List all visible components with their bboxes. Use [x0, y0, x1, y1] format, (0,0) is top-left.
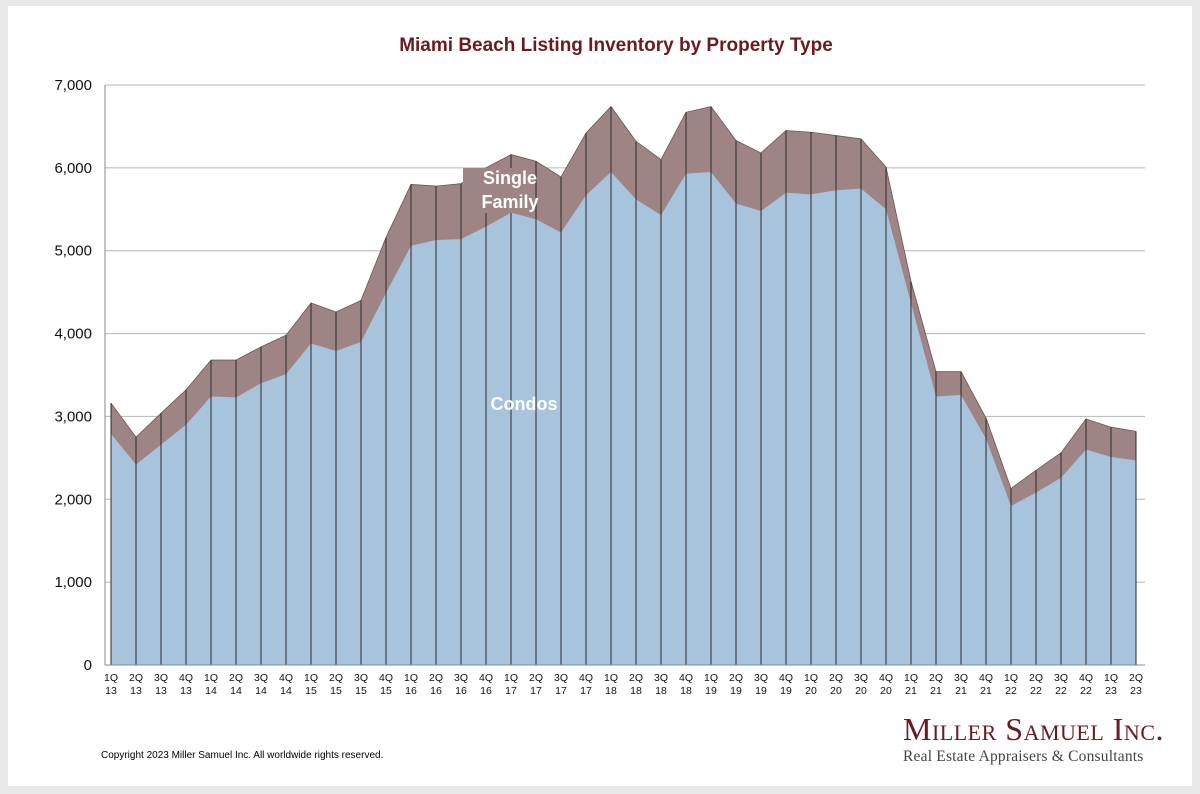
company-logo: Miller Samuel Inc. Real Estate Appraiser…: [903, 712, 1164, 766]
x-tick-label-30: 3Q 20: [854, 672, 868, 697]
y-axis-tick-labels: 0 1,000 2,000 3,000 4,000 5,000 6,000 7,000: [54, 77, 92, 674]
x-tick-label-16: 1Q 17: [504, 672, 518, 697]
x-tick-label-13: 2Q 16: [429, 672, 443, 697]
line-total-top: [110, 105, 1137, 490]
logo-company-name: Miller Samuel Inc.: [903, 711, 1164, 747]
x-tick-label-25: 2Q 19: [729, 672, 743, 697]
axes: [104, 85, 1145, 666]
x-tick-label-18: 3Q 17: [554, 672, 568, 697]
x-tick-label-23: 4Q 18: [679, 672, 693, 697]
x-tick-label-8: 1Q 15: [304, 672, 318, 697]
x-tick-label-24: 1Q 19: [704, 672, 718, 697]
x-tick-label-37: 2Q 22: [1029, 672, 1043, 697]
x-tick-label-21: 2Q 18: [629, 672, 643, 697]
x-tick-label-34: 3Q 21: [954, 672, 968, 697]
x-tick-label-22: 3Q 18: [654, 672, 668, 697]
x-tick-label-14: 3Q 16: [454, 672, 468, 697]
chart-title: Miami Beach Listing Inventory by Propert…: [399, 35, 833, 56]
x-tick-label-35: 4Q 21: [979, 672, 993, 697]
x-tick-label-26: 3Q 19: [754, 672, 768, 697]
x-tick-label-12: 1Q 16: [404, 672, 418, 697]
y-tick-label-1: 1,000: [54, 574, 92, 591]
x-tick-label-36: 1Q 22: [1004, 672, 1018, 697]
logo-tagline: Real Estate Appraisers & Consultants: [903, 748, 1144, 765]
area-condos: [111, 172, 1136, 665]
x-tick-label-11: 4Q 15: [379, 672, 393, 697]
x-tick-label-15: 4Q 16: [479, 672, 493, 697]
single-family-label-bg: [463, 168, 535, 213]
y-tick-label-6: 6,000: [54, 160, 92, 177]
x-tick-label-40: 1Q 23: [1104, 672, 1118, 697]
x-tick-label-33: 2Q 21: [929, 672, 943, 697]
x-tick-label-3: 4Q 13: [179, 672, 193, 697]
plot-areas: [110, 105, 1137, 666]
chart-card: Miami Beach Listing Inventory by Propert…: [8, 6, 1192, 786]
x-tick-label-2: 3Q 13: [154, 672, 168, 697]
x-tick-label-28: 1Q 20: [804, 672, 818, 697]
x-tick-label-0: 1Q 13: [104, 672, 118, 697]
x-tick-label-1: 2Q 13: [129, 672, 143, 697]
x-tick-label-20: 1Q 18: [604, 672, 618, 697]
series-labels: Single Family Condos: [463, 168, 558, 414]
x-axis-tick-labels: 1Q 13 2Q 13 3Q 13 4Q 13 1Q 14 2Q 14 3Q 14 4Q 14 1Q 15 2Q 15…: [104, 672, 1143, 697]
y-tick-label-4: 4,000: [54, 326, 92, 343]
y-tick-label-2: 2,000: [54, 491, 92, 508]
condos-label: Condos: [491, 394, 558, 414]
single-family-label: Single Family: [481, 168, 538, 212]
y-tick-label-5: 5,000: [54, 243, 92, 260]
y-tick-label-7: 7,000: [54, 77, 92, 94]
x-tick-label-27: 4Q 19: [779, 672, 793, 697]
x-tick-label-17: 2Q 17: [529, 672, 543, 697]
x-tick-label-31: 4Q 20: [879, 672, 893, 697]
y-tick-label-3: 3,000: [54, 408, 92, 425]
x-tick-label-39: 4Q 22: [1079, 672, 1093, 697]
x-tick-label-5: 2Q 14: [229, 672, 243, 697]
period-dividers: [110, 106, 1137, 665]
y-tick-label-0: 0: [84, 657, 92, 674]
x-tick-label-29: 2Q 20: [829, 672, 843, 697]
x-tick-label-6: 3Q 14: [254, 672, 268, 697]
x-tick-label-41: 2Q 23: [1129, 672, 1143, 697]
chart: Miami Beach Listing Inventory by Propert…: [54, 35, 1145, 697]
x-tick-label-4: 1Q 14: [204, 672, 218, 697]
x-tick-label-9: 2Q 15: [329, 672, 343, 697]
copyright-notice: Copyright 2023 Miller Samuel Inc. All wo…: [101, 750, 384, 761]
x-tick-label-7: 4Q 14: [279, 672, 293, 697]
x-tick-label-32: 1Q 21: [904, 672, 918, 697]
x-tick-label-19: 4Q 17: [579, 672, 593, 697]
x-tick-label-10: 3Q 15: [354, 672, 368, 697]
x-tick-label-38: 3Q 22: [1054, 672, 1068, 697]
